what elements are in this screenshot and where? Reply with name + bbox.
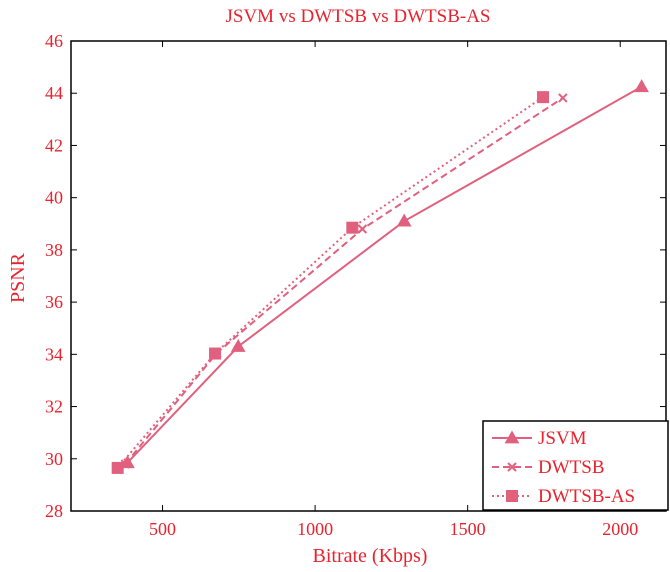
legend: JSVM DWTSB DWTSB-AS [482, 420, 669, 511]
data-point-dwtsb [558, 93, 568, 103]
x-tick-label: 1000 [297, 519, 333, 539]
series-line-dwtsb-as [116, 96, 544, 469]
x-axis-label: Bitrate (Kbps) [313, 545, 428, 567]
y-tick-label: 46 [45, 31, 63, 51]
y-tick-label: 34 [45, 344, 63, 364]
data-point-jsvm [634, 79, 649, 93]
x-axis-ticks: 500 1000 1500 2000 [149, 41, 638, 539]
x-tick-label: 500 [149, 519, 176, 539]
legend-marker [504, 430, 520, 444]
chart-title: JSVM vs DWTSB vs DWTSB-AS [226, 6, 491, 27]
data-point-dwtsb [357, 224, 368, 234]
y-axis-label: PSNR [7, 252, 29, 303]
data-point-dwtsb-as [537, 91, 550, 104]
y-tick-label: 42 [45, 135, 63, 155]
y-tick-label: 36 [45, 292, 63, 312]
y-tick-label: 32 [45, 397, 63, 417]
y-tick-label: 28 [45, 501, 63, 521]
y-tick-label: 38 [45, 240, 63, 260]
legend-marker [506, 490, 518, 502]
legend-label: DWTSB [538, 457, 605, 478]
legend-item-dwtsb: DWTSB [492, 457, 605, 478]
x-tick-label: 2000 [602, 519, 638, 539]
y-tick-label: 44 [45, 83, 63, 103]
y-axis-ticks: 28 30 32 34 36 38 40 42 44 46 [45, 31, 666, 521]
data-point-dwtsb-as [111, 461, 124, 474]
series-line-dwtsb [124, 97, 564, 465]
legend-item-dwtsb-as: DWTSB-AS [492, 486, 635, 507]
data-point-jsvm [396, 213, 412, 227]
legend-label: DWTSB-AS [538, 486, 635, 507]
data-point-dwtsb-as [209, 347, 222, 360]
legend-marker [507, 462, 517, 472]
y-tick-label: 30 [45, 449, 63, 469]
plot-frame [70, 40, 667, 512]
series-line-jsvm [126, 85, 643, 464]
x-tick-label: 1500 [450, 519, 486, 539]
data-point-jsvm [230, 338, 246, 352]
data-point-dwtsb-as [346, 221, 359, 234]
y-tick-label: 40 [45, 188, 63, 208]
legend-label: JSVM [538, 428, 587, 449]
legend-item-jsvm: JSVM [492, 428, 587, 449]
series-group [111, 79, 649, 474]
